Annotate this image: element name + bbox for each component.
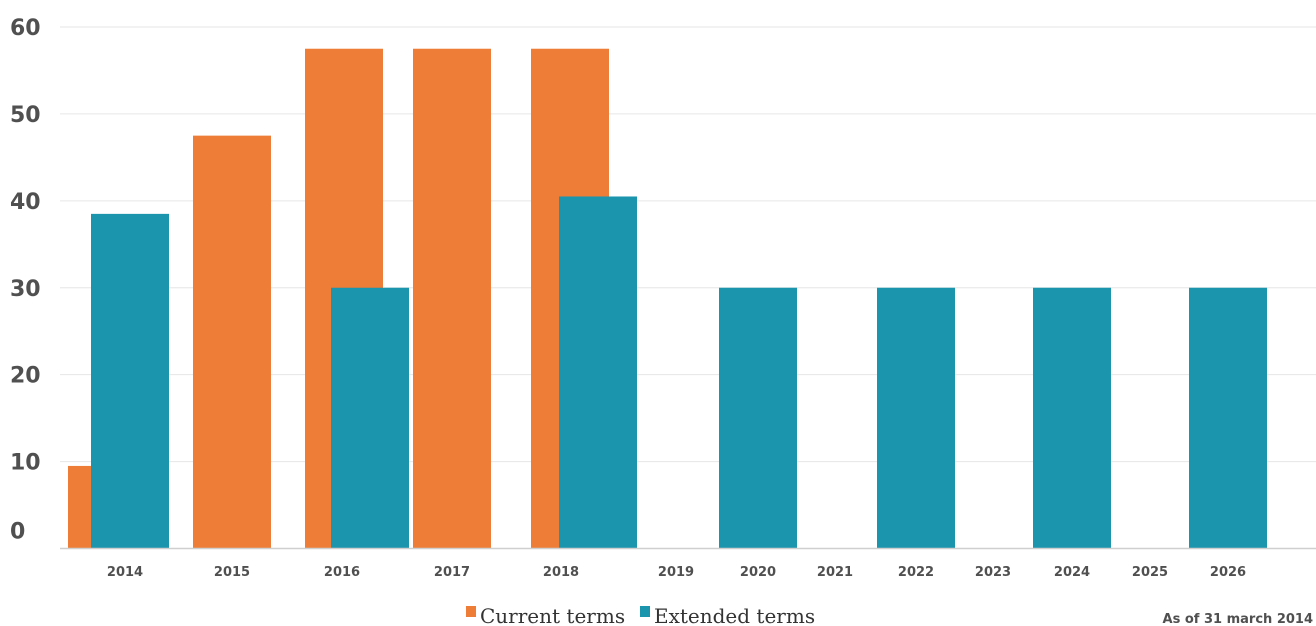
- y-axis-ticks: 0 10 20 30 40 50 60: [10, 16, 41, 545]
- x-tick-label: 2015: [214, 565, 250, 580]
- x-tick-label: 2025: [1132, 565, 1168, 580]
- bar-current-terms-2015: [193, 135, 271, 549]
- bars: [68, 48, 1267, 549]
- legend-label-extended-terms: Extended terms: [654, 604, 815, 626]
- x-tick-label: 2026: [1210, 565, 1246, 580]
- legend-label-current-terms: Current terms: [480, 604, 625, 626]
- bar-extended-terms-2026: [1189, 287, 1267, 549]
- y-tick-label: 50: [10, 103, 41, 128]
- bar-extended-terms-2018: [559, 196, 637, 549]
- x-tick-label: 2021: [817, 565, 853, 580]
- x-tick-label: 2020: [740, 565, 776, 580]
- bar-extended-terms-2022: [877, 287, 955, 549]
- y-tick-label: 10: [10, 451, 41, 476]
- as-of-date-note: As of 31 march 2014: [1163, 612, 1313, 626]
- y-tick-label: 30: [10, 277, 41, 302]
- x-tick-label: 2016: [324, 565, 360, 580]
- legend: Current terms Extended terms: [466, 604, 815, 626]
- legend-swatch-current-terms: [466, 606, 476, 617]
- x-axis-ticks: 2014 2015 2016 2017 2018 2019 2020 2021 2022 2023…: [107, 565, 1246, 580]
- legend-swatch-extended-terms: [640, 606, 650, 617]
- bar-extended-terms-2024: [1033, 287, 1111, 549]
- bar-extended-terms-2016: [331, 287, 409, 549]
- x-tick-label: 2018: [543, 565, 579, 580]
- x-tick-label: 2024: [1054, 565, 1090, 580]
- x-tick-label: 2022: [898, 565, 934, 580]
- y-tick-label: 0: [10, 520, 25, 545]
- x-tick-label: 2019: [658, 565, 694, 580]
- bar-current-terms-2017: [413, 48, 491, 549]
- y-tick-label: 40: [10, 190, 41, 215]
- y-tick-label: 60: [10, 16, 41, 41]
- x-tick-label: 2014: [107, 565, 143, 580]
- y-tick-label: 20: [10, 364, 41, 389]
- bar-extended-terms-2014: [91, 213, 169, 549]
- x-tick-label: 2023: [975, 565, 1011, 580]
- bar-extended-terms-2020: [719, 287, 797, 549]
- x-tick-label: 2017: [434, 565, 470, 580]
